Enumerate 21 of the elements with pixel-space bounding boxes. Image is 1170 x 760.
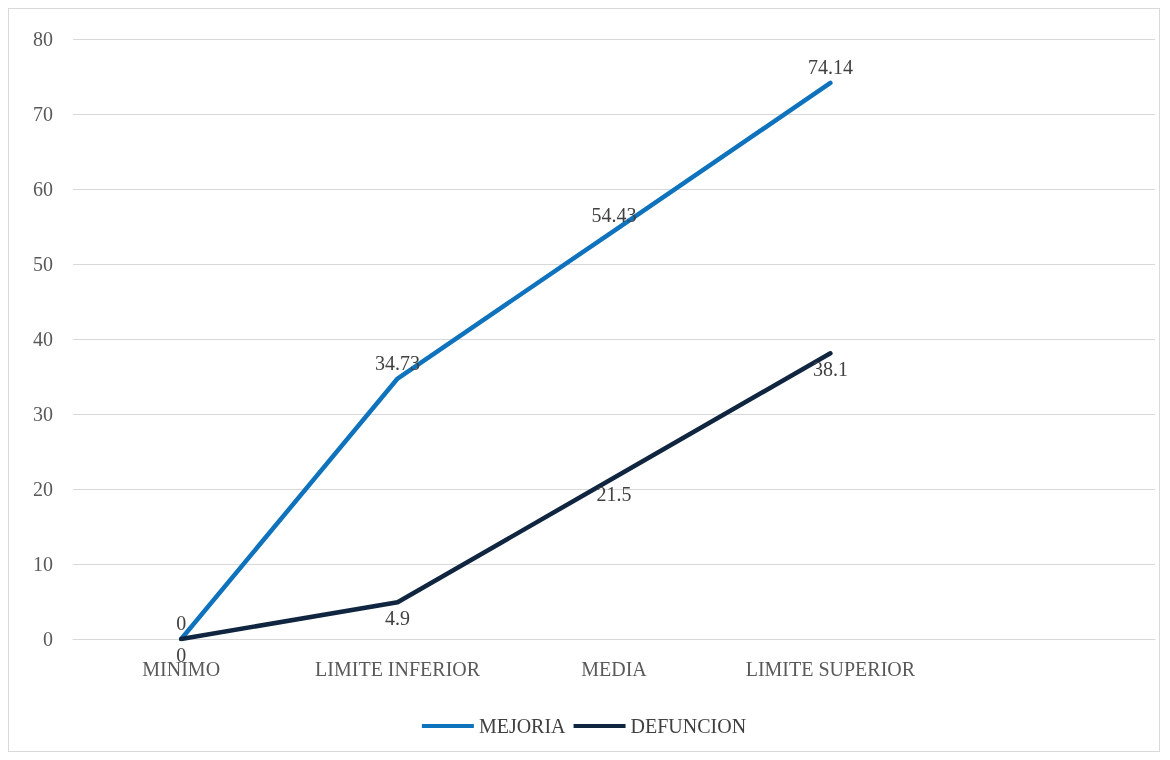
data-label: 21.5 <box>596 482 632 505</box>
y-tick-label: 80 <box>33 28 53 50</box>
y-tick-label: 20 <box>33 478 53 500</box>
data-label: 4.9 <box>385 607 411 630</box>
y-tick-label: 0 <box>43 628 53 650</box>
y-tick-label: 30 <box>33 403 53 425</box>
data-label: 38.1 <box>812 358 848 381</box>
y-tick-label: 10 <box>33 553 53 575</box>
legend-label: DEFUNCION <box>630 715 747 737</box>
legend-label: MEJORIA <box>478 715 567 737</box>
x-tick-label: MEDIA <box>581 658 648 680</box>
data-label: 34.73 <box>375 351 421 374</box>
y-tick-label: 40 <box>33 328 53 350</box>
y-tick-label: 50 <box>33 253 53 275</box>
data-label: 74.14 <box>807 55 853 78</box>
y-tick-label: 60 <box>33 178 53 200</box>
data-label: 54.43 <box>591 203 637 226</box>
x-tick-label: LIMITE INFERIOR <box>315 658 481 680</box>
y-tick-label: 70 <box>33 103 53 125</box>
data-label: 0 <box>176 612 187 634</box>
x-tick-label: LIMITE SUPERIOR <box>745 658 916 680</box>
